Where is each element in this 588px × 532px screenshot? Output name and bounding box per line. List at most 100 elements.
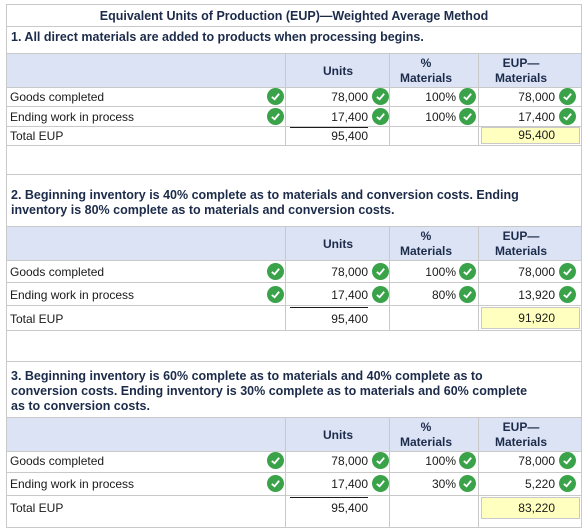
row-label-total-eup: Total EUP xyxy=(10,312,64,326)
pct-header-bottom: Materials xyxy=(399,435,453,449)
eup-value[interactable]: 17,400 xyxy=(518,110,555,124)
divider xyxy=(7,472,581,473)
check-circle-icon xyxy=(459,452,476,469)
eup-value[interactable]: 78,000 xyxy=(518,265,555,279)
pct-value[interactable]: 100% xyxy=(425,110,456,124)
divider xyxy=(7,145,581,146)
check-circle-icon xyxy=(267,475,284,492)
units-header: Units xyxy=(323,64,353,78)
check-circle-icon xyxy=(459,286,476,303)
question-1: 1. All direct materials are added to pro… xyxy=(7,26,581,53)
units-value[interactable]: 17,400 xyxy=(331,110,368,124)
question-2-line-2: inventory is 80% complete as to material… xyxy=(11,203,395,217)
question-3-line-2: conversion costs. Ending inventory is 30… xyxy=(11,384,528,398)
pct-value[interactable]: 100% xyxy=(425,90,456,104)
row-label-ending-wip: Ending work in process xyxy=(10,288,135,302)
question-3-line-1: 3. Beginning inventory is 60% complete a… xyxy=(11,369,483,383)
check-circle-icon xyxy=(267,263,284,280)
units-value[interactable]: 78,000 xyxy=(331,265,368,279)
row-label-goods-completed: Goods completed xyxy=(10,90,105,104)
check-circle-icon xyxy=(559,88,576,105)
check-circle-icon xyxy=(559,286,576,303)
check-circle-icon xyxy=(372,263,389,280)
section-2-header: Units % Materials EUP— Materials xyxy=(7,226,581,261)
check-circle-icon xyxy=(372,452,389,469)
pct-value[interactable]: 100% xyxy=(425,265,456,279)
eup-header-bottom: Materials xyxy=(494,71,548,85)
eup-total: 95,400 xyxy=(481,127,580,144)
section-1-header: Units % Materials EUP— Materials xyxy=(7,53,581,88)
units-value[interactable]: 17,400 xyxy=(331,477,368,491)
section-3-header: Units % Materials EUP— Materials xyxy=(7,417,581,452)
row-label-total-eup: Total EUP xyxy=(10,501,64,515)
divider xyxy=(285,226,286,331)
eup-header-top: EUP— xyxy=(502,420,540,434)
check-circle-icon xyxy=(372,475,389,492)
units-header: Units xyxy=(323,237,353,251)
divider xyxy=(285,53,286,145)
eup-total: 83,220 xyxy=(481,497,580,519)
eup-value[interactable]: 78,000 xyxy=(518,454,555,468)
check-circle-icon xyxy=(372,286,389,303)
check-circle-icon xyxy=(559,452,576,469)
divider xyxy=(389,226,390,331)
divider xyxy=(7,495,581,496)
divider xyxy=(7,106,581,107)
pct-value[interactable]: 80% xyxy=(431,288,456,302)
check-circle-icon xyxy=(459,108,476,125)
pct-header-bottom: Materials xyxy=(399,71,453,85)
units-total: 95,400 xyxy=(290,497,368,515)
units-total: 95,400 xyxy=(290,307,368,326)
check-circle-icon xyxy=(459,263,476,280)
divider xyxy=(7,126,581,127)
units-value[interactable]: 78,000 xyxy=(331,90,368,104)
eup-value[interactable]: 78,000 xyxy=(518,90,555,104)
units-value[interactable]: 17,400 xyxy=(331,288,368,302)
eup-total: 91,920 xyxy=(481,307,580,329)
question-1-text: 1. All direct materials are added to pro… xyxy=(11,30,424,44)
check-circle-icon xyxy=(459,475,476,492)
pct-header-bottom: Materials xyxy=(399,244,453,258)
divider xyxy=(478,226,479,331)
question-3-line-3: as to conversion costs. xyxy=(11,399,150,413)
row-label-total-eup: Total EUP xyxy=(10,129,64,143)
check-circle-icon xyxy=(267,108,284,125)
check-circle-icon xyxy=(559,108,576,125)
check-circle-icon xyxy=(372,88,389,105)
eup-value[interactable]: 5,220 xyxy=(524,477,555,491)
section-gap xyxy=(7,331,581,361)
eup-value[interactable]: 13,920 xyxy=(518,288,555,302)
check-circle-icon xyxy=(267,452,284,469)
eup-header-top: EUP— xyxy=(502,229,540,243)
question-2: 2. Beginning inventory is 40% complete a… xyxy=(7,174,581,226)
pct-value[interactable]: 30% xyxy=(431,477,456,491)
row-label-goods-completed: Goods completed xyxy=(10,454,105,468)
worksheet-title: Equivalent Units of Production (EUP)—Wei… xyxy=(6,4,582,26)
check-circle-icon xyxy=(559,475,576,492)
pct-header-top: % xyxy=(420,56,432,70)
eup-header-bottom: Materials xyxy=(494,435,548,449)
units-value[interactable]: 78,000 xyxy=(331,454,368,468)
pct-value[interactable]: 100% xyxy=(425,454,456,468)
pct-header-top: % xyxy=(420,420,432,434)
check-circle-icon xyxy=(267,88,284,105)
check-circle-icon xyxy=(559,263,576,280)
divider xyxy=(7,330,581,331)
question-3: 3. Beginning inventory is 60% complete a… xyxy=(7,361,581,417)
check-circle-icon xyxy=(372,108,389,125)
eup-header-top: EUP— xyxy=(502,56,540,70)
divider xyxy=(7,282,581,283)
row-label-ending-wip: Ending work in process xyxy=(10,110,135,124)
divider xyxy=(389,53,390,145)
divider xyxy=(7,305,581,306)
question-2-line-1: 2. Beginning inventory is 40% complete a… xyxy=(11,188,519,202)
divider xyxy=(478,53,479,145)
row-label-goods-completed: Goods completed xyxy=(10,265,105,279)
eup-header-bottom: Materials xyxy=(494,244,548,258)
check-circle-icon xyxy=(267,286,284,303)
check-circle-icon xyxy=(459,88,476,105)
row-label-ending-wip: Ending work in process xyxy=(10,477,135,491)
units-total: 95,400 xyxy=(290,127,368,143)
pct-header-top: % xyxy=(420,229,432,243)
section-gap xyxy=(7,146,581,174)
